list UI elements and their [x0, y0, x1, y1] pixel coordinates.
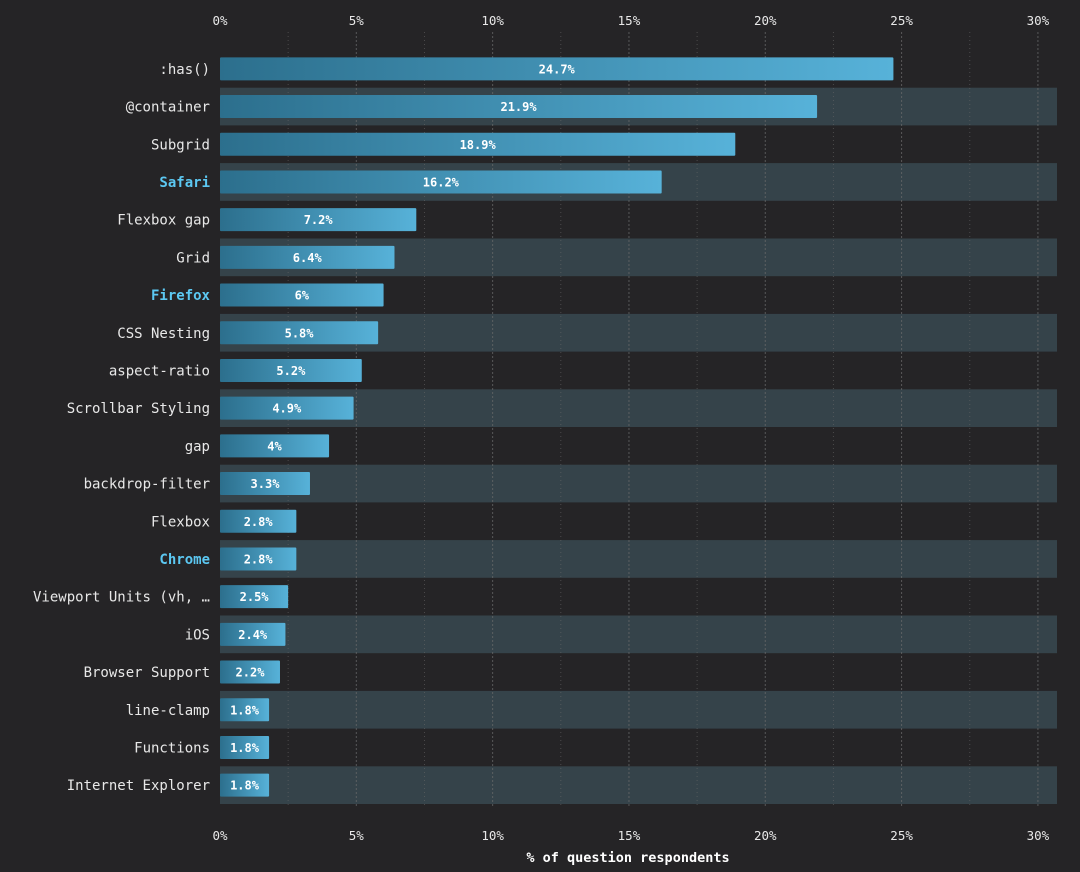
category-label: iOS — [185, 627, 210, 643]
bar — [220, 585, 289, 609]
category-label: aspect-ratio — [109, 363, 210, 379]
category-label: Safari — [159, 175, 210, 191]
bar — [220, 660, 280, 684]
bar — [220, 509, 297, 533]
bar — [220, 321, 379, 345]
x-axis-title: % of question respondents — [526, 850, 729, 866]
bar-value-label: 21.9% — [500, 100, 537, 114]
bar — [220, 773, 270, 797]
x-tick-label-top: 20% — [754, 13, 777, 28]
category-label: :has() — [159, 62, 210, 78]
x-tick-label-bottom: 15% — [618, 828, 641, 843]
bar-value-label: 4.9% — [272, 402, 302, 416]
category-label: Internet Explorer — [67, 778, 210, 794]
category-label: Scrollbar Styling — [67, 401, 210, 417]
category-label: CSS Nesting — [117, 326, 210, 342]
bar — [220, 472, 310, 496]
x-tick-label-top: 25% — [890, 13, 913, 28]
bar-value-label: 1.8% — [230, 703, 260, 717]
bar — [220, 283, 384, 307]
bar-value-label: 2.4% — [238, 628, 268, 642]
bar-value-label: 2.8% — [244, 552, 274, 566]
x-tick-label-top: 5% — [349, 13, 365, 28]
bar-value-label: 24.7% — [539, 62, 576, 76]
bar — [220, 170, 662, 194]
x-axis-top: 0% 5% 10% 15% 20% 25% 30% — [212, 13, 1049, 28]
bar — [220, 57, 894, 81]
bar-value-label: 2.2% — [236, 666, 266, 680]
gridlines — [287, 32, 1039, 808]
category-label: Chrome — [159, 552, 210, 568]
bar-value-label: 1.8% — [230, 741, 260, 755]
x-tick-label-bottom: 30% — [1027, 828, 1050, 843]
bar — [220, 735, 270, 759]
x-tick-label-top: 15% — [618, 13, 641, 28]
row-stripes — [220, 87, 1057, 804]
bar — [220, 396, 354, 420]
x-tick-label-top: 10% — [481, 13, 504, 28]
category-label: Flexbox — [151, 514, 210, 530]
category-label: Viewport Units (vh, … — [33, 590, 210, 606]
category-label: @container — [126, 100, 210, 116]
bar — [220, 434, 330, 458]
bar-value-label: 18.9% — [460, 138, 497, 152]
x-tick-label-top: 0% — [212, 13, 228, 28]
x-tick-label-top: 30% — [1027, 13, 1050, 28]
bars: 24.7% 21.9% 18.9% 16.2% 7.2% 6.4% 6% 5.8% 5.2% 4.… — [220, 57, 894, 797]
x-tick-label-bottom: 10% — [481, 828, 504, 843]
category-label: backdrop-filter — [84, 477, 210, 493]
x-tick-label-bottom: 5% — [349, 828, 365, 843]
bar — [220, 95, 818, 119]
category-label: Browser Support — [84, 665, 210, 681]
category-label: Flexbox gap — [117, 213, 210, 229]
category-label: Firefox — [151, 288, 211, 304]
row-stripe — [220, 540, 1057, 578]
bar-value-label: 5.2% — [276, 364, 306, 378]
bar-value-label: 2.5% — [240, 590, 270, 604]
category-label: Subgrid — [151, 137, 210, 153]
bar-value-label: 3.3% — [251, 477, 281, 491]
row-stripe — [220, 615, 1057, 654]
category-labels: :has() @container Subgrid Safari Flexbox gap… — [33, 62, 211, 794]
bar — [220, 208, 417, 232]
bar — [220, 547, 297, 571]
bar — [220, 245, 395, 269]
category-label: line-clamp — [126, 703, 210, 719]
row-stripe — [220, 389, 1057, 427]
category-label: gap — [185, 439, 210, 455]
bar — [220, 132, 736, 156]
category-label: Grid — [176, 250, 210, 266]
x-tick-label-bottom: 25% — [890, 828, 913, 843]
x-tick-label-bottom: 20% — [754, 828, 777, 843]
bar-value-label: 16.2% — [423, 175, 460, 189]
x-axis-bottom: 0% 5% 10% 15% 20% 25% 30% — [212, 828, 1049, 843]
bar — [220, 358, 362, 382]
bar-value-label: 7.2% — [304, 213, 334, 227]
category-label: Functions — [134, 740, 210, 756]
bar-value-label: 6.4% — [293, 251, 323, 265]
bar-value-label: 2.8% — [244, 515, 274, 529]
bar-value-label: 4% — [267, 439, 282, 453]
bar-value-label: 1.8% — [230, 779, 260, 793]
row-stripe — [220, 690, 1057, 729]
bar-value-label: 6% — [295, 289, 310, 303]
row-stripe — [220, 766, 1057, 804]
row-stripe — [220, 464, 1057, 503]
x-tick-label-bottom: 0% — [212, 828, 228, 843]
bar-value-label: 5.8% — [285, 326, 315, 340]
bar — [220, 622, 286, 646]
bar — [220, 698, 270, 722]
